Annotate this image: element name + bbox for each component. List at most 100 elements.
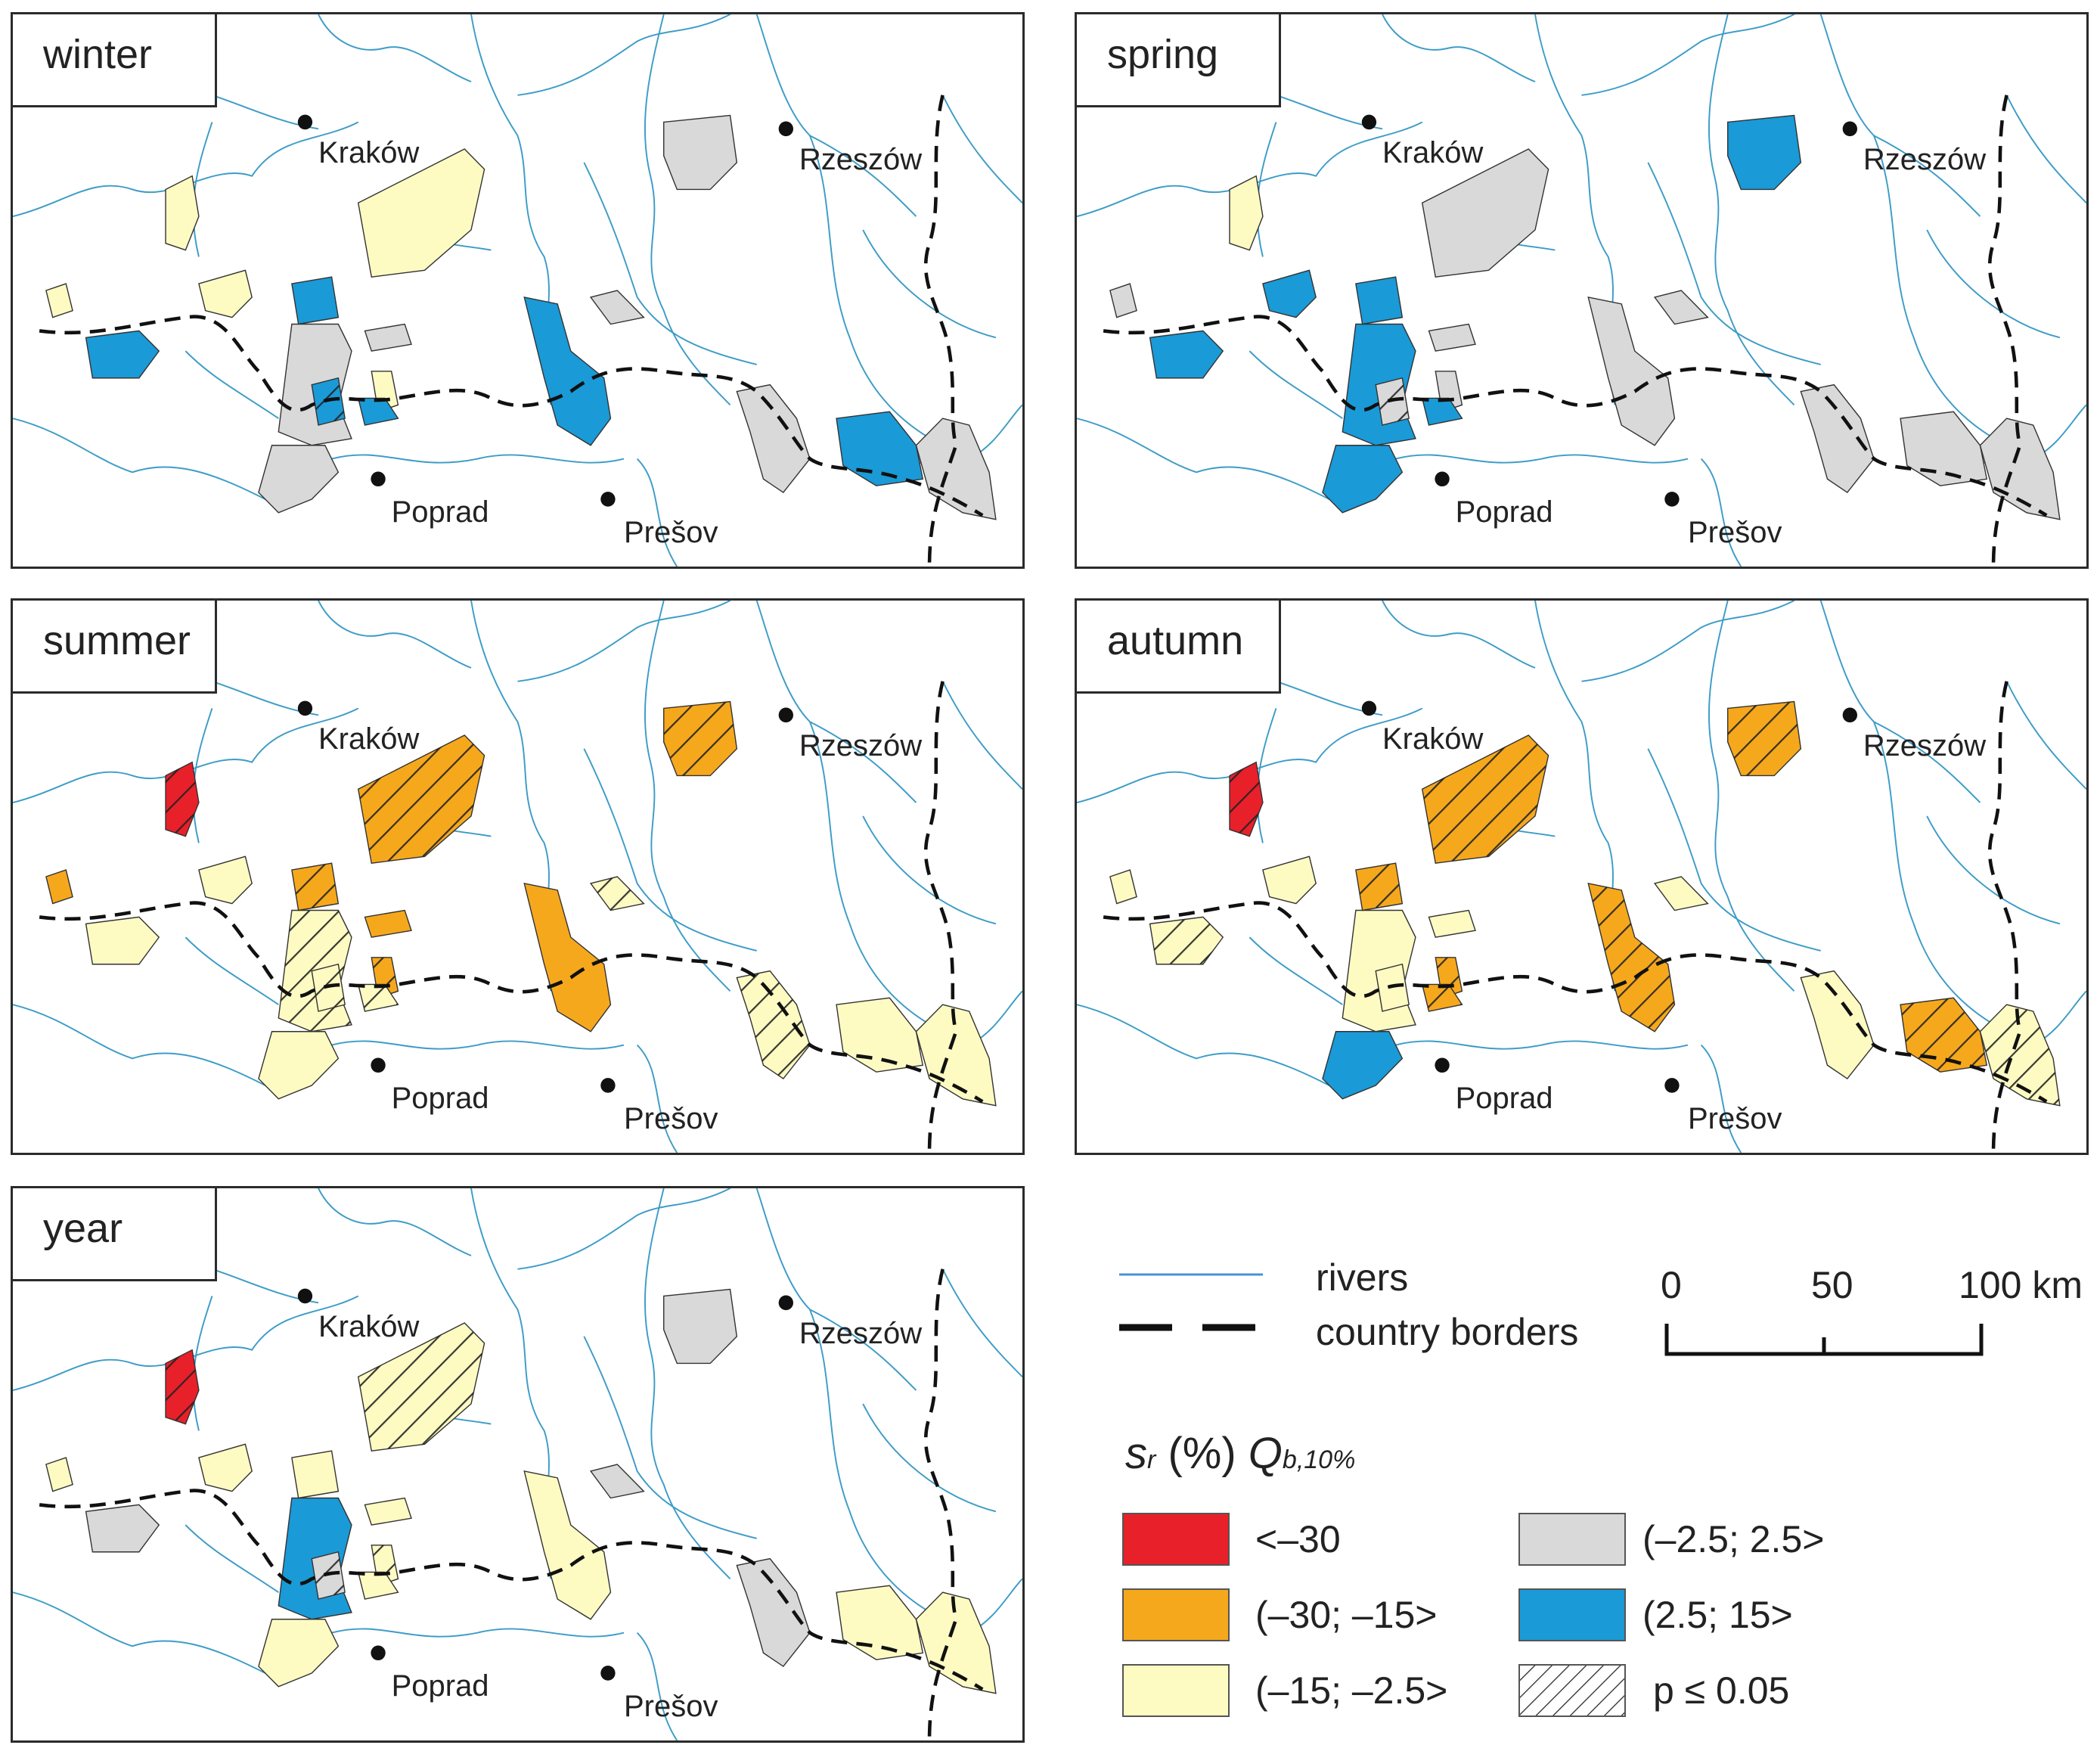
- map-panel-year: Kraków Rzeszów Poprad Prešov year: [11, 1186, 1025, 1743]
- map-panel-summer: Kraków Rzeszów Poprad Prešov summer: [11, 598, 1025, 1155]
- season-label: winter: [13, 14, 217, 107]
- river-line: [331, 454, 625, 464]
- catchment-orange: [523, 882, 612, 1032]
- river-line: [583, 748, 757, 952]
- catchment-yellow: [258, 1619, 340, 1688]
- city-marker-poprad: [1435, 471, 1450, 487]
- legend-rivers-label: rivers: [1316, 1256, 1409, 1299]
- catchment-blue: [836, 411, 924, 486]
- river-line: [755, 14, 917, 217]
- catchment-gray: [1421, 148, 1549, 278]
- country-border: [1103, 95, 2048, 567]
- river-line: [13, 1591, 266, 1674]
- season-label: year: [13, 1188, 217, 1281]
- city-label-presov: Prešov: [624, 1102, 718, 1135]
- city-label-krakow: Kraków: [1382, 722, 1483, 756]
- catchment-yellow: [1262, 855, 1317, 905]
- river-line: [809, 1309, 944, 1620]
- city-marker-krakow: [297, 114, 313, 130]
- river-line: [809, 721, 944, 1032]
- catchment-gray: [1428, 323, 1476, 352]
- catchment-gray: [736, 1557, 811, 1668]
- river-line: [13, 418, 266, 500]
- river-line: [862, 229, 997, 339]
- catchment-blue: [1262, 269, 1317, 318]
- catchment-significance-hatch: [1149, 917, 1224, 964]
- city-label-poprad: Poprad: [392, 495, 489, 529]
- river-line: [318, 14, 472, 82]
- catchment-significance-hatch: [737, 970, 810, 1079]
- catchment-gray: [1109, 283, 1137, 318]
- river-line: [1581, 14, 1794, 96]
- catchment-gray: [258, 445, 340, 514]
- river-line: [862, 815, 997, 925]
- catchment-significance-hatch: [358, 1323, 485, 1452]
- city-marker-rzeszow: [778, 121, 793, 137]
- catchment-significance-hatch: [1727, 701, 1801, 776]
- catchment-gray: [1587, 296, 1676, 446]
- city-label-rzeszow: Rzeszów: [1863, 143, 1986, 176]
- river-line: [1819, 601, 1981, 803]
- river-line: [583, 162, 757, 365]
- city-marker-krakow: [1361, 114, 1377, 130]
- catchment-blue: [1322, 1031, 1404, 1100]
- catchment-yellow: [915, 1591, 997, 1694]
- catchment-yellow: [1109, 869, 1137, 905]
- legend-class-5: (2.5; 15>: [1642, 1594, 1793, 1636]
- catchment-gray: [1653, 290, 1709, 325]
- catchment-yellow: [45, 1457, 73, 1492]
- legend-swatch-gray: [1518, 1513, 1626, 1566]
- catchment-significance-hatch: [166, 1349, 199, 1424]
- city-marker-rzeszow: [778, 707, 793, 723]
- season-label: summer: [13, 601, 217, 694]
- catchment-yellow: [198, 269, 253, 318]
- catchment-significance-hatch: [1230, 762, 1263, 837]
- catchment-blue: [291, 276, 340, 325]
- catchment-yellow: [364, 1497, 412, 1526]
- catchment-yellow: [258, 1031, 340, 1100]
- catchment-gray: [915, 418, 997, 520]
- scale-label-0: 0: [1661, 1264, 1682, 1306]
- catchment-significance-hatch: [663, 701, 737, 776]
- catchment-significance-hatch: [1422, 984, 1463, 1012]
- river-line: [331, 1040, 625, 1050]
- river-line: [192, 708, 213, 843]
- river-line: [1249, 936, 1343, 1005]
- river-line: [1819, 14, 1981, 217]
- city-label-rzeszow: Rzeszów: [799, 729, 922, 762]
- city-marker-presov: [600, 1666, 616, 1681]
- legend-class-4: (–2.5; 2.5>: [1642, 1518, 1825, 1560]
- river-line: [1873, 135, 2008, 446]
- legend-class-3: (–15; –2.5>: [1255, 1669, 1448, 1712]
- river-line: [644, 14, 731, 406]
- catchment-blue: [85, 330, 160, 379]
- city-label-krakow: Kraków: [318, 1310, 419, 1343]
- catchment-yellow: [836, 1585, 924, 1660]
- river-line: [318, 601, 472, 669]
- city-label-poprad: Poprad: [392, 1669, 489, 1703]
- city-label-poprad: Poprad: [1456, 495, 1553, 529]
- catchment-gray: [364, 323, 412, 352]
- catchment-yellow: [357, 148, 485, 278]
- catchment-yellow: [357, 1571, 399, 1600]
- river-line: [636, 1632, 678, 1740]
- catchment-significance-hatch: [291, 863, 339, 911]
- river-line: [185, 350, 279, 419]
- catchment-yellow: [85, 916, 160, 965]
- catchment-significance-hatch: [1422, 735, 1549, 864]
- river-line: [192, 122, 213, 257]
- catchment-yellow: [198, 855, 253, 905]
- legend-swatch-blue: [1518, 1588, 1626, 1641]
- river-line: [644, 601, 731, 992]
- river-line: [1382, 14, 1536, 82]
- river-line: [941, 95, 1022, 203]
- river-line: [1647, 748, 1821, 952]
- catchment-yellow: [523, 1470, 612, 1620]
- city-marker-presov: [1664, 1078, 1680, 1093]
- river-line: [1926, 229, 2061, 339]
- catchment-gray: [85, 1504, 160, 1553]
- catchment-yellow: [1229, 175, 1264, 251]
- river-line: [192, 1296, 213, 1431]
- catchment-significance-hatch: [166, 762, 199, 837]
- country-border: [39, 95, 984, 567]
